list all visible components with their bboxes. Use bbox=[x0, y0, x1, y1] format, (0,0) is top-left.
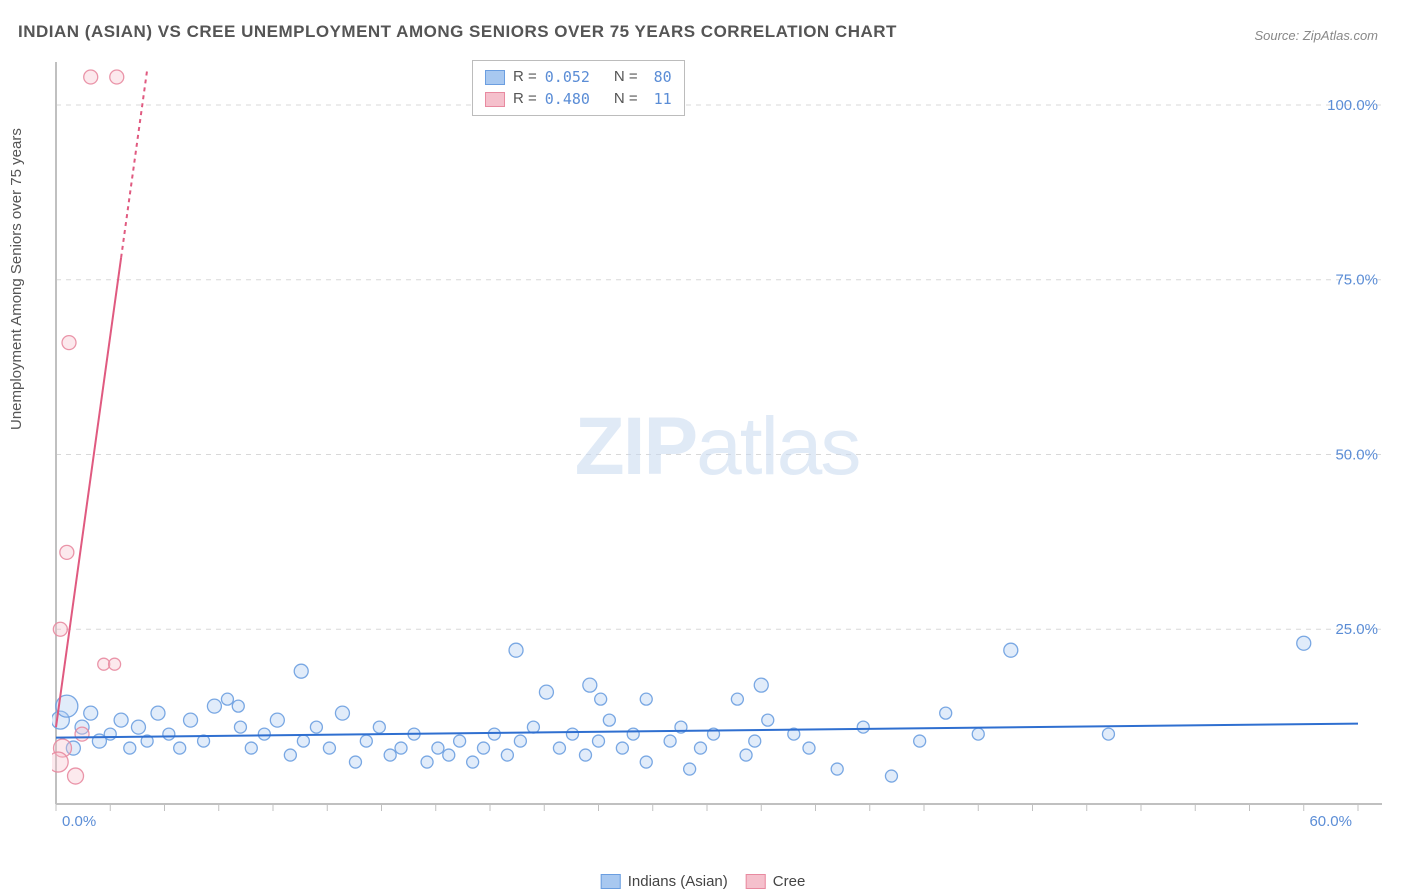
source-attribution: Source: ZipAtlas.com bbox=[1254, 28, 1378, 43]
svg-text:0.0%: 0.0% bbox=[62, 813, 96, 830]
n-value: 80 bbox=[646, 66, 672, 88]
bottom-legend: Indians (Asian) Cree bbox=[601, 873, 806, 890]
n-label: N = bbox=[614, 88, 638, 110]
svg-text:100.0%: 100.0% bbox=[1327, 97, 1378, 114]
y-axis-label: Unemployment Among Seniors over 75 years bbox=[8, 128, 25, 430]
r-value: 0.480 bbox=[545, 88, 590, 110]
legend-item: Cree bbox=[746, 873, 806, 890]
stats-legend-row: R = 0.480 N = 11 bbox=[485, 88, 672, 110]
plot-container: 25.0%50.0%75.0%100.0%0.0%60.0% ZIPatlas … bbox=[52, 62, 1382, 832]
n-value: 11 bbox=[646, 88, 672, 110]
swatch-icon bbox=[485, 92, 505, 107]
chart-title: INDIAN (ASIAN) VS CREE UNEMPLOYMENT AMON… bbox=[18, 22, 897, 42]
svg-text:60.0%: 60.0% bbox=[1309, 813, 1352, 830]
legend-item: Indians (Asian) bbox=[601, 873, 728, 890]
legend-label: Indians (Asian) bbox=[628, 873, 728, 890]
r-value: 0.052 bbox=[545, 66, 590, 88]
r-label: R = bbox=[513, 66, 537, 88]
svg-text:75.0%: 75.0% bbox=[1335, 272, 1378, 289]
stats-legend-row: R = 0.052 N = 80 bbox=[485, 66, 672, 88]
swatch-icon bbox=[601, 874, 621, 889]
n-label: N = bbox=[614, 66, 638, 88]
swatch-icon bbox=[746, 874, 766, 889]
scatter-plot: 25.0% 50.0% 75.0% 100.0% 0.0% 60.0% bbox=[52, 62, 1382, 832]
r-label: R = bbox=[513, 88, 537, 110]
stats-legend: R = 0.052 N = 80 R = 0.480 N = 11 bbox=[472, 60, 685, 116]
swatch-icon bbox=[485, 70, 505, 85]
legend-label: Cree bbox=[773, 873, 806, 890]
svg-text:25.0%: 25.0% bbox=[1335, 621, 1378, 638]
svg-text:50.0%: 50.0% bbox=[1335, 446, 1378, 463]
